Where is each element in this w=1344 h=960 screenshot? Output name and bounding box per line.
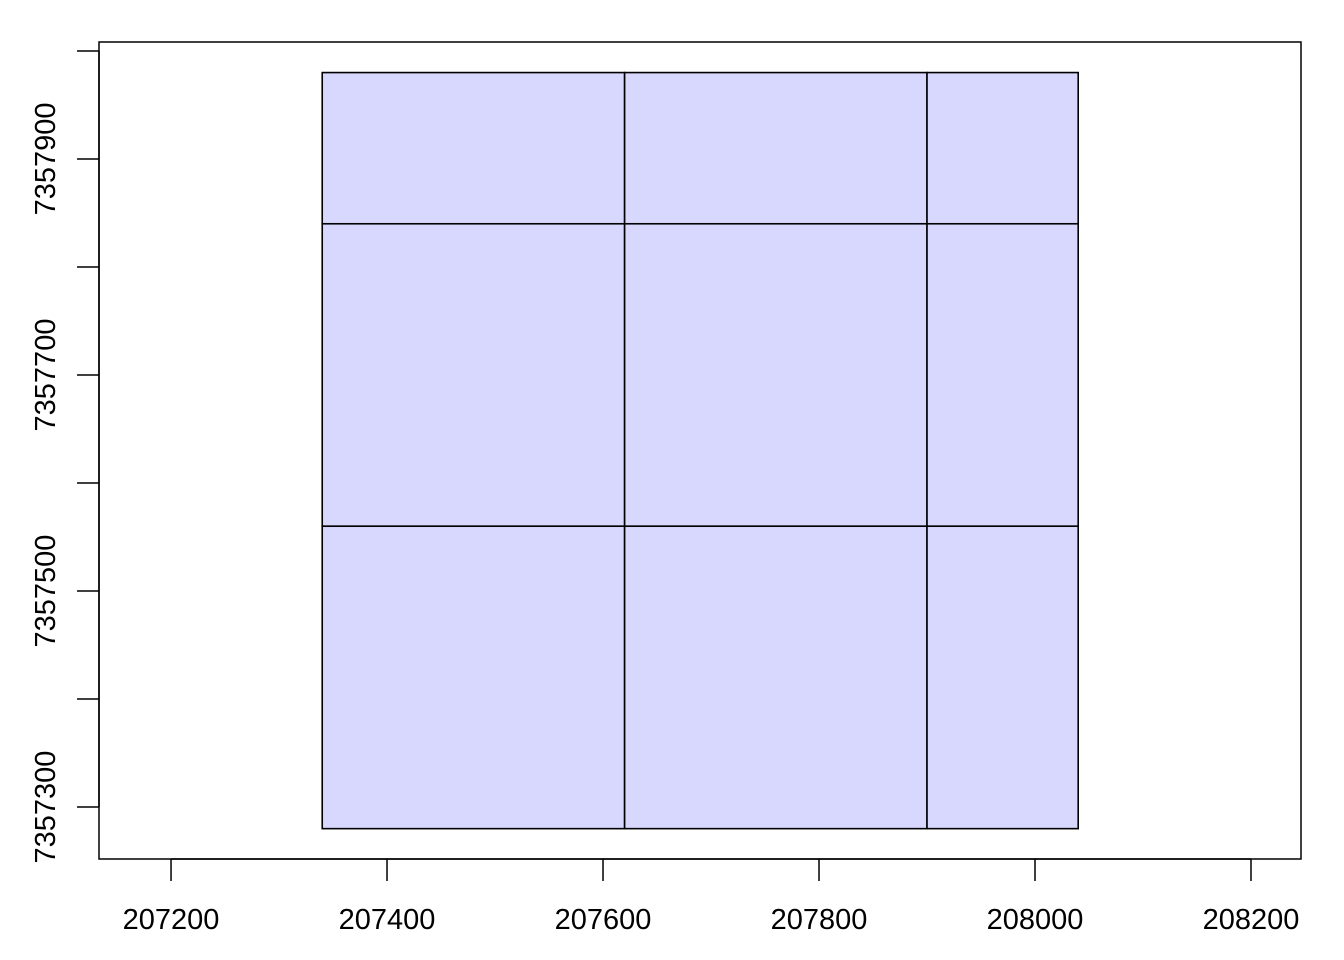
y-tick-label: 7357300 — [30, 751, 62, 864]
tile-6 — [321, 525, 626, 830]
x-tick-label: 208000 — [987, 904, 1084, 936]
y-tick-label: 7357700 — [30, 319, 62, 432]
tile-7 — [623, 525, 928, 830]
tile-8 — [926, 525, 1080, 830]
tile-4 — [623, 222, 928, 528]
x-tick-label: 208200 — [1203, 904, 1300, 936]
tile-5 — [926, 222, 1080, 528]
x-tick-label: 207600 — [555, 904, 652, 936]
y-tick-label: 7357500 — [30, 535, 62, 648]
tile-3 — [321, 222, 626, 528]
tile-1 — [623, 71, 928, 225]
y-tick-label: 7357900 — [30, 103, 62, 216]
tile-2 — [926, 71, 1080, 225]
tile-0 — [321, 71, 626, 225]
x-tick-label: 207400 — [339, 904, 436, 936]
tiles-layer — [321, 71, 1080, 830]
y-axis: 7357300 7357500 7357700 7357900 — [30, 50, 100, 864]
x-tick-label: 207800 — [771, 904, 868, 936]
x-tick-label: 207200 — [123, 904, 220, 936]
x-axis: 207200 207400 207600 207800 208000 208200 — [123, 858, 1300, 936]
